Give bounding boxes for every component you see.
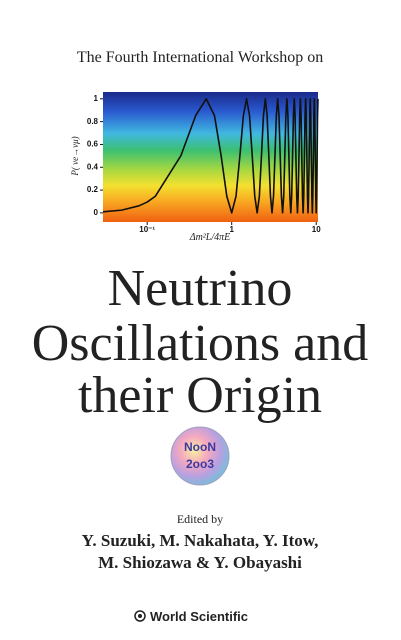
edited-by: Edited by	[177, 512, 223, 526]
x-axis-label: Δm²L/4πE	[189, 232, 231, 243]
y-tick-label: 1	[94, 94, 99, 103]
y-tick-label: 0.2	[87, 185, 99, 194]
x-tick-label: 10⁻¹	[139, 225, 155, 234]
y-tick-label: 0	[94, 208, 99, 217]
logo-text: NooN	[184, 440, 216, 454]
header: The Fourth International Workshop on	[77, 49, 323, 66]
y-axis-label: P( νe→νμ)	[70, 136, 80, 176]
publisher-logo	[134, 610, 146, 622]
logo-disc	[170, 426, 230, 486]
curve	[102, 98, 319, 214]
x-tick-label: 1	[229, 225, 234, 234]
x-tick-label: 10	[312, 225, 321, 234]
editors: Y. Suzuki, M. Nakahata, Y. Itow,	[82, 531, 319, 550]
y-tick-label: 0.6	[87, 140, 99, 149]
publisher: World Scientific	[150, 609, 248, 624]
y-tick-label: 0.8	[87, 117, 99, 126]
logo-text: 2oo3	[186, 457, 214, 471]
title-line: Neutrino	[108, 260, 293, 317]
title-line: Oscillations and	[32, 315, 369, 372]
y-tick-label: 0.4	[87, 162, 99, 171]
editors: M. Shiozawa & Y. Obayashi	[98, 553, 302, 572]
title-line: their Origin	[78, 367, 322, 424]
